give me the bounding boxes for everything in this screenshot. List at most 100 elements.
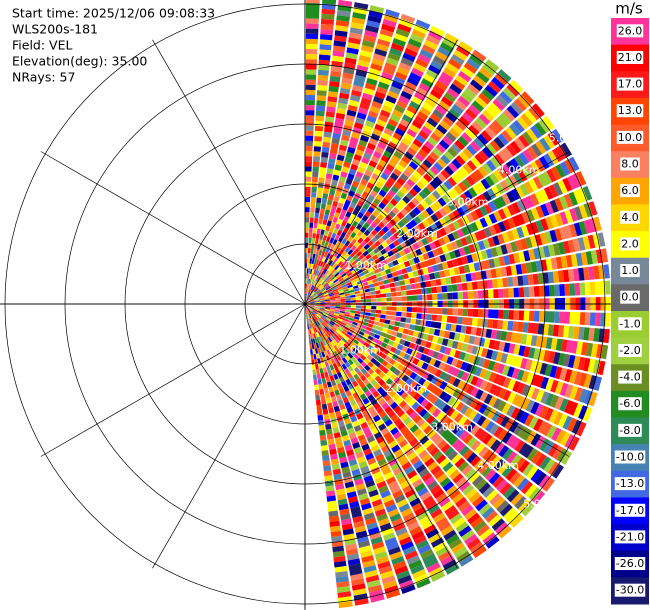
gate [326, 150, 559, 292]
gate [345, 378, 352, 386]
gate [502, 448, 514, 461]
gate [418, 468, 439, 491]
gate [344, 481, 368, 538]
gate [307, 289, 310, 295]
gate [314, 307, 320, 310]
gate [356, 144, 366, 152]
gate [373, 247, 380, 254]
gate [313, 309, 547, 467]
label-bg [620, 157, 640, 171]
colorbar-label: -1.0 [619, 317, 640, 330]
gate [372, 414, 401, 453]
gate [311, 255, 344, 297]
gate [446, 356, 468, 371]
gate [471, 345, 508, 364]
gate [506, 405, 516, 417]
gate [333, 473, 343, 481]
gate [360, 134, 370, 143]
gate [329, 311, 569, 397]
gate [574, 206, 583, 221]
gate [323, 268, 328, 275]
gate [353, 74, 366, 88]
gate [339, 83, 520, 269]
gate [341, 284, 348, 288]
gate [395, 435, 405, 444]
gate [355, 345, 361, 351]
gate [305, 304, 537, 444]
gate [319, 308, 559, 393]
gate [402, 195, 411, 204]
gate [317, 378, 322, 385]
gate [415, 233, 456, 256]
gate [498, 387, 578, 432]
gate [479, 213, 498, 228]
gate [317, 206, 354, 277]
gate [451, 399, 461, 409]
gate [466, 436, 542, 501]
gate [333, 324, 480, 436]
colorbar-label: -21.0 [616, 530, 644, 543]
gate [442, 308, 448, 315]
gate [310, 100, 451, 296]
gate [318, 383, 347, 501]
range-label: 2.00km [385, 382, 427, 395]
gate [314, 85, 328, 147]
gate [446, 284, 453, 292]
gate [350, 350, 356, 357]
gate [357, 357, 364, 364]
gate [482, 238, 491, 249]
gate [409, 371, 418, 380]
gate [320, 323, 325, 329]
gate [357, 244, 364, 251]
gate [369, 332, 376, 338]
gate [369, 5, 385, 14]
gate [361, 502, 380, 535]
gate [347, 249, 354, 256]
gate [305, 304, 565, 338]
gate [437, 299, 484, 308]
gate [341, 320, 488, 391]
gate [344, 290, 361, 297]
gate [478, 357, 486, 368]
gate [352, 254, 359, 261]
gate [319, 324, 324, 330]
gate [305, 43, 318, 187]
gate [367, 257, 374, 264]
gate [306, 314, 309, 320]
gate [354, 396, 452, 562]
gate [307, 40, 473, 300]
gate [309, 344, 342, 538]
gate [363, 565, 377, 573]
gate [313, 353, 317, 360]
gate [317, 134, 530, 296]
gate [320, 329, 432, 502]
gate [335, 283, 571, 303]
gate [311, 75, 341, 249]
gate [384, 274, 431, 289]
gate [502, 377, 512, 389]
gate [338, 347, 484, 529]
gate [405, 407, 451, 454]
gate [413, 39, 438, 73]
gate [430, 321, 492, 339]
gate [333, 218, 549, 295]
label-bg [618, 397, 642, 411]
gate [309, 212, 315, 218]
gate [486, 125, 543, 172]
spoke [304, 39, 458, 305]
gate [305, 59, 317, 279]
gate [453, 249, 461, 258]
gate [345, 252, 402, 284]
gate [384, 355, 392, 363]
colorbar-label: 2.0 [621, 237, 639, 250]
colorbar-label: 21.0 [618, 51, 643, 64]
gate [311, 265, 320, 285]
gate [426, 373, 542, 447]
gate [331, 535, 349, 578]
gate [401, 217, 409, 225]
gate [335, 304, 351, 308]
gate [315, 305, 321, 307]
gate [339, 403, 346, 411]
gate [346, 491, 360, 509]
gate [357, 104, 393, 174]
